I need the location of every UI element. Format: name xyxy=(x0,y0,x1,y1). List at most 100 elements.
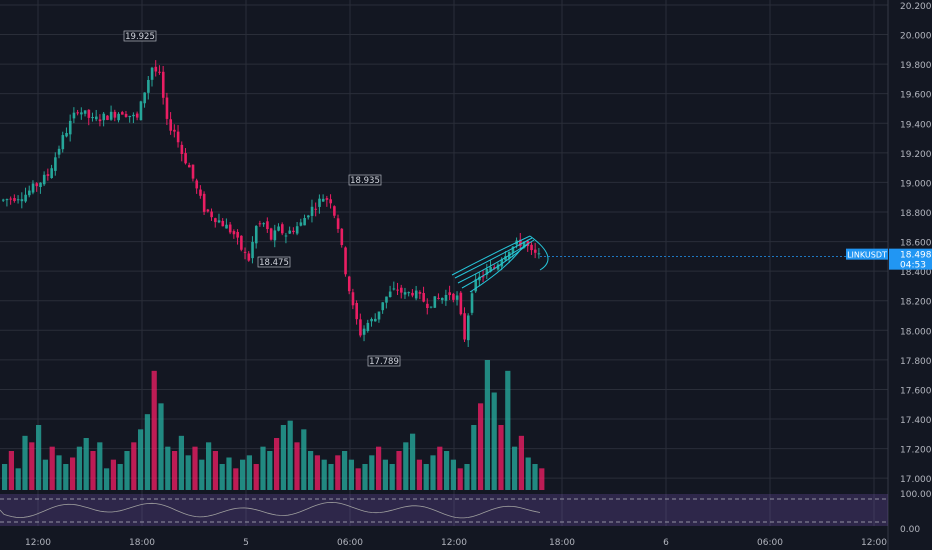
volume-bar xyxy=(287,420,293,490)
candle-body xyxy=(132,114,135,117)
volume-bars xyxy=(2,360,545,490)
candle-body xyxy=(258,223,262,225)
candle-body xyxy=(206,209,210,212)
time-tick-label: 6 xyxy=(663,538,669,548)
candle-body xyxy=(474,279,478,292)
candle-body xyxy=(57,148,61,155)
volume-bar xyxy=(185,455,191,490)
volume-bar xyxy=(328,464,334,490)
candle-body xyxy=(247,253,251,261)
volume-bar xyxy=(253,464,259,490)
price-tick-label: 17.800 xyxy=(900,357,932,367)
candle-body xyxy=(95,116,98,120)
candle-body xyxy=(61,135,65,150)
candle-body xyxy=(321,198,325,202)
candle-body xyxy=(217,220,221,223)
candle-body xyxy=(91,116,94,119)
candle-body xyxy=(336,218,340,229)
time-tick-label: 06:00 xyxy=(337,538,363,548)
candle-body xyxy=(333,206,336,216)
volume-bar xyxy=(525,457,531,490)
candle-body xyxy=(500,259,504,267)
candle-body xyxy=(530,244,533,251)
candle-body xyxy=(452,293,455,300)
candle-body xyxy=(284,235,288,237)
volume-bar xyxy=(518,435,524,490)
candle-body xyxy=(195,180,199,189)
volume-bar xyxy=(423,464,429,490)
time-axis[interactable]: 12:00 18:00 5 06:00 12:00 18:00 6 06:00 12:00 xyxy=(25,538,887,548)
candle-body xyxy=(269,228,273,240)
candle-body xyxy=(68,120,72,135)
candle-body xyxy=(292,230,295,233)
candle-body xyxy=(359,319,362,336)
volume-bar xyxy=(532,464,538,490)
price-axis[interactable]: 20.200 20.000 19.800 19.600 19.400 19.200 19.0… xyxy=(900,2,932,485)
candle-body xyxy=(150,67,154,80)
volume-bar xyxy=(505,370,511,490)
candle-body xyxy=(429,306,433,308)
annotation-low_1: 18.475 xyxy=(259,258,289,268)
volume-bar xyxy=(498,425,504,490)
volume-bar xyxy=(335,455,341,490)
volume-bar xyxy=(90,451,96,490)
candle-body xyxy=(221,220,225,227)
trendline-drawings xyxy=(451,235,549,293)
volume-bar xyxy=(430,455,436,490)
candle-body xyxy=(496,264,500,270)
bar-countdown: 04:53 xyxy=(900,261,926,271)
volume-bar xyxy=(29,442,35,490)
candle-body xyxy=(199,189,202,196)
annotation-high_2: 18.935 xyxy=(350,176,380,186)
candle-body xyxy=(124,113,128,117)
volume-bar xyxy=(104,468,110,490)
candle-body xyxy=(28,190,31,196)
volume-bar xyxy=(8,451,14,490)
oscillator-tick-100: 100.00 xyxy=(900,490,932,500)
time-tick-label: 12:00 xyxy=(861,538,887,548)
volume-bar xyxy=(464,464,470,490)
candle-body xyxy=(366,322,370,332)
candle-body xyxy=(2,199,5,201)
candle-body xyxy=(106,115,109,120)
annotation-high_1: 19.925 xyxy=(125,32,155,42)
candle-body xyxy=(180,144,184,154)
volume-bar xyxy=(165,446,171,490)
volume-bar xyxy=(457,468,463,490)
annotation-low_2: 17.789 xyxy=(369,357,399,367)
candle-body xyxy=(83,110,87,114)
price-tick-label: 17.200 xyxy=(900,446,932,456)
volume-bar xyxy=(56,455,62,490)
candle-body xyxy=(13,198,16,201)
candle-body xyxy=(370,318,373,322)
candle-body xyxy=(20,199,24,202)
candle-body xyxy=(485,268,489,275)
candle-body xyxy=(54,157,57,171)
candle-body xyxy=(117,113,120,121)
candle-body xyxy=(519,239,522,247)
volume-bar xyxy=(274,438,280,490)
volume-bar xyxy=(396,451,402,490)
candle-body xyxy=(303,218,306,226)
price-tick-label: 19.200 xyxy=(900,150,932,160)
volume-bar xyxy=(158,403,164,490)
candle-body xyxy=(414,290,418,299)
time-tick-label: 18:00 xyxy=(129,538,155,548)
candle-body xyxy=(147,79,150,93)
volume-bar xyxy=(42,459,48,490)
volume-bar xyxy=(83,438,89,490)
volume-bar xyxy=(416,459,422,490)
volume-bar xyxy=(240,459,246,490)
price-tick-label: 19.400 xyxy=(900,120,932,130)
volume-bar xyxy=(376,446,382,490)
volume-bar xyxy=(478,403,484,490)
volume-bar xyxy=(369,455,375,490)
candle-body xyxy=(154,66,158,72)
price-tick-label: 18.400 xyxy=(900,268,932,278)
volume-bar xyxy=(437,446,443,490)
candle-body xyxy=(481,276,485,278)
candle-body xyxy=(396,289,399,291)
volume-bar xyxy=(151,370,157,490)
